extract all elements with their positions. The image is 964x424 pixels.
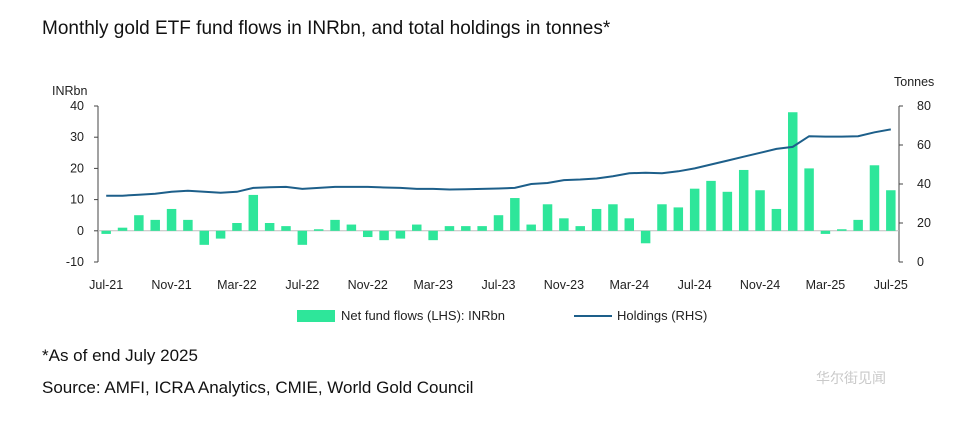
holdings-line-group — [106, 128, 891, 197]
x-tick-label: Nov-23 — [544, 278, 584, 292]
flow-bar — [264, 223, 275, 231]
flow-bar — [346, 224, 357, 231]
x-tick-label: Jul-22 — [285, 278, 319, 292]
flow-bar — [788, 112, 798, 231]
flow-bar — [379, 230, 389, 241]
flow-bar — [886, 190, 896, 231]
flow-bar — [608, 204, 618, 231]
flow-bar — [428, 230, 438, 241]
flow-bar — [395, 230, 406, 239]
flow-bar — [199, 230, 209, 245]
chart-plot: 40 30 20 10 0 -10 80 60 40 20 0 Jul-21 Nov-21 Mar-22 J… — [66, 99, 931, 292]
flow-bar — [330, 219, 340, 231]
flow-bar — [706, 180, 716, 231]
flow-bar — [297, 230, 308, 245]
x-tick-label: Jul-25 — [874, 278, 908, 292]
flow-bar — [232, 223, 242, 231]
flow-bar — [412, 224, 422, 231]
flow-bar — [689, 188, 700, 231]
tick-labels: 40 30 20 10 0 -10 80 60 40 20 0 Jul-21 Nov-21 Mar-22 J… — [66, 99, 931, 292]
left-axis-unit: INRbn — [52, 84, 88, 98]
flow-bar — [101, 230, 111, 234]
flow-bars — [101, 112, 896, 245]
flow-bar — [542, 204, 553, 231]
x-tick-label: Nov-21 — [151, 278, 191, 292]
flow-bar — [526, 224, 536, 231]
flow-bar — [575, 226, 585, 231]
right-tick-label: 40 — [917, 177, 931, 191]
legend-line-label: Holdings (RHS) — [617, 308, 708, 323]
x-tick-label: Jul-24 — [678, 278, 712, 292]
flow-bar — [624, 218, 635, 231]
flow-bar — [510, 198, 520, 231]
left-tick-label: 0 — [77, 224, 84, 238]
left-tick-label: 30 — [70, 130, 84, 144]
flow-bar — [150, 219, 160, 231]
flow-bar — [183, 219, 193, 231]
x-tick-label: Jul-21 — [89, 278, 123, 292]
x-tick-label: Mar-24 — [609, 278, 649, 292]
flow-bar — [215, 230, 226, 239]
left-tick-label: 10 — [70, 193, 84, 207]
legend-line-swatch — [574, 315, 612, 317]
flow-bar — [820, 230, 831, 234]
flow-bar — [313, 229, 324, 231]
chart-title: Monthly gold ETF fund flows in INRbn, an… — [42, 18, 611, 39]
flow-bar — [117, 227, 128, 231]
flow-bar — [738, 169, 749, 231]
x-tick-label: Jul-23 — [481, 278, 515, 292]
right-tick-label: 80 — [917, 99, 931, 113]
right-tick-label: 60 — [917, 138, 931, 152]
flow-bar — [755, 190, 765, 231]
flow-bar — [166, 208, 177, 231]
footnote: *As of end July 2025 — [42, 346, 198, 365]
x-tick-label: Mar-23 — [413, 278, 453, 292]
legend: Net fund flows (LHS): INRbn Holdings (RH… — [0, 307, 964, 327]
flow-bar — [804, 168, 814, 231]
flow-bar — [248, 194, 259, 231]
right-tick-label: 0 — [917, 255, 924, 269]
legend-bar-swatch — [297, 310, 335, 322]
flow-bar — [281, 226, 291, 231]
right-tick-label: 20 — [917, 216, 931, 230]
flow-bar — [722, 191, 733, 231]
flow-bar — [461, 226, 471, 231]
left-tick-label: -10 — [66, 255, 84, 269]
flow-bar — [837, 229, 847, 231]
flow-bar — [559, 218, 569, 231]
x-tick-label: Mar-25 — [806, 278, 846, 292]
flow-bar — [640, 230, 651, 244]
source-note: Source: AMFI, ICRA Analytics, CMIE, Worl… — [42, 378, 474, 397]
flow-bar — [591, 208, 602, 231]
flow-bar — [362, 230, 373, 238]
chart-axes — [94, 105, 903, 263]
flow-bar — [477, 226, 487, 231]
x-tick-label: Nov-22 — [348, 278, 388, 292]
legend-bar-label: Net fund flows (LHS): INRbn — [341, 308, 506, 323]
flow-bar — [444, 226, 455, 231]
flow-bar — [853, 219, 863, 231]
right-axis-unit: Tonnes — [894, 75, 935, 89]
holdings-line — [106, 128, 891, 197]
flow-bar — [657, 204, 667, 231]
flow-bar — [134, 215, 144, 231]
flow-bar — [493, 215, 504, 231]
flow-bar — [673, 207, 684, 231]
x-tick-label: Nov-24 — [740, 278, 780, 292]
x-tick-label: Mar-22 — [217, 278, 257, 292]
flow-bar — [771, 208, 782, 231]
left-tick-label: 40 — [70, 99, 84, 113]
flow-bar — [869, 165, 880, 231]
watermark: 华尔街见闻 — [816, 370, 886, 386]
left-tick-label: 20 — [70, 161, 84, 175]
